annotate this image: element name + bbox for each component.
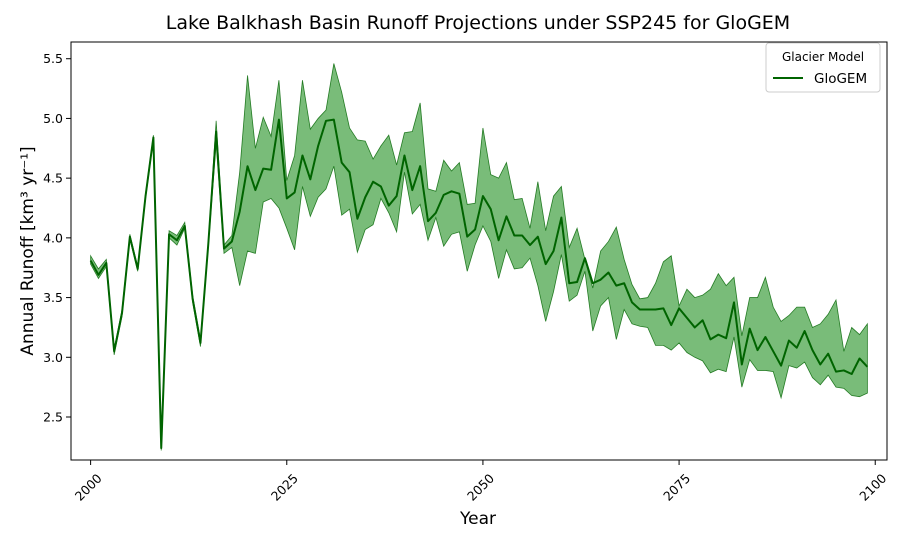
x-axis-label: Year	[459, 509, 496, 529]
y-axis-label: Annual Runoff [km³ yr⁻¹]	[18, 146, 38, 355]
x-tick-label: 2000	[72, 471, 105, 504]
x-tick-label: 2075	[660, 471, 693, 504]
legend-label-glogem: GloGEM	[814, 71, 867, 87]
legend-title: Glacier Model	[782, 50, 864, 64]
range-band	[90, 63, 868, 451]
y-tick-label: 5.0	[43, 111, 63, 126]
y-tick-label: 3.0	[43, 350, 63, 365]
y-tick-label: 2.5	[43, 410, 63, 425]
chart-title: Lake Balkhash Basin Runoff Projections u…	[166, 12, 790, 34]
x-tick-label: 2100	[856, 471, 889, 504]
y-tick-label: 3.5	[43, 290, 63, 305]
x-axis: 2000 2025 2050 2075 2100	[72, 460, 889, 504]
plot-area	[89, 63, 869, 451]
x-tick-label: 2025	[268, 471, 301, 504]
series-line-glogem	[89, 118, 869, 450]
y-tick-label: 5.5	[43, 51, 63, 66]
y-tick-label: 4.0	[43, 230, 63, 245]
y-axis: 2.5 3.0 3.5 4.0 4.5 5.0 5.5	[43, 51, 71, 425]
x-tick-label: 2050	[464, 471, 497, 504]
plot-frame	[70, 41, 888, 461]
legend[interactable]: Glacier Model GloGEM	[765, 42, 881, 93]
y-tick-label: 4.5	[43, 171, 63, 186]
legend-box	[765, 42, 881, 93]
